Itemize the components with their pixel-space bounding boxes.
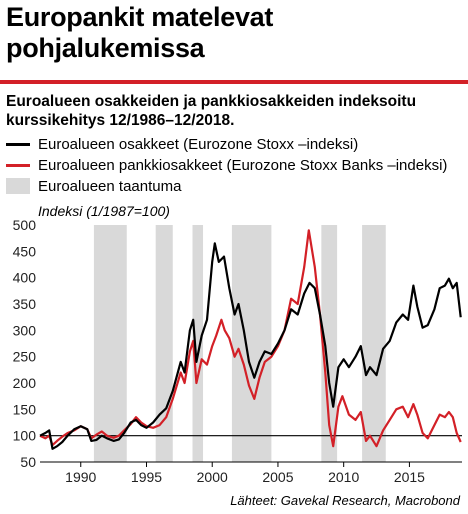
legend-swatch-recession [6, 178, 30, 194]
legend-swatch-banks [6, 164, 30, 167]
series-line-banks [39, 229, 462, 448]
y-tick-label-100: 100 [13, 428, 37, 444]
legend-label-banks: Euroalueen pankkiosakkeet (Eurozone Stox… [38, 157, 448, 174]
recession-band-6 [362, 225, 386, 462]
y-tick-label-200: 200 [13, 375, 37, 391]
x-tick-label-1990: 1990 [65, 469, 96, 485]
y-tick-label-400: 400 [13, 270, 37, 286]
x-tick-label-2010: 2010 [328, 469, 359, 485]
y-tick-label-350: 350 [13, 296, 37, 312]
y-tick-label-150: 150 [13, 401, 37, 417]
y-tick-label-250: 250 [13, 349, 37, 365]
source-note: Lähteet: Gavekal Research, Macrobond [230, 493, 460, 508]
y-tick-label-450: 450 [13, 243, 37, 259]
y-tick-label-500: 500 [13, 217, 37, 233]
y-tick-label-50: 50 [20, 454, 36, 470]
title-rule [0, 80, 468, 84]
legend-item-banks: Euroalueen pankkiosakkeet (Eurozone Stox… [6, 155, 462, 176]
recession-band-1 [93, 225, 127, 462]
legend-label-recession: Euroalueen taantuma [38, 178, 182, 195]
x-tick-label-2015: 2015 [394, 469, 425, 485]
x-tick-label-1995: 1995 [131, 469, 162, 485]
chart-title: Europankit matelevat pohjalukemissa [6, 2, 274, 63]
y-tick-label-300: 300 [13, 322, 37, 338]
legend-swatch-stoxx [6, 143, 30, 146]
legend-label-stoxx: Euroalueen osakkeet (Eurozone Stoxx –ind… [38, 136, 359, 153]
chart-subtitle: Euroalueen osakkeiden ja pankkiosakkeide… [6, 93, 417, 129]
recession-band-3 [192, 225, 204, 462]
recession-band-4 [231, 225, 272, 462]
x-tick-label-2000: 2000 [197, 469, 228, 485]
x-tick-label-2005: 2005 [262, 469, 293, 485]
legend-item-recession: Euroalueen taantuma [6, 176, 462, 197]
legend: Euroalueen osakkeet (Eurozone Stoxx –ind… [6, 134, 462, 197]
y-axis-label: Indeksi (1/1987=100) [38, 203, 170, 219]
series-line-stoxx [39, 242, 462, 450]
legend-item-stoxx: Euroalueen osakkeet (Eurozone Stoxx –ind… [6, 134, 462, 155]
